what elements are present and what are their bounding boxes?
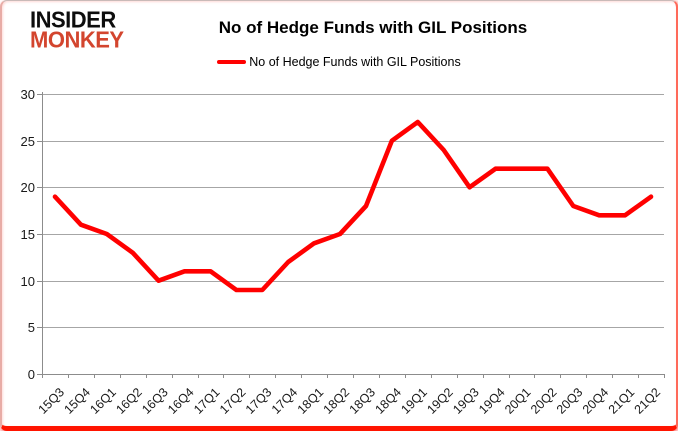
y-tick-label: 25 [21, 134, 35, 149]
y-tick-label: 30 [21, 87, 35, 102]
data-line [52, 119, 654, 293]
x-tick-label: 15Q3 [36, 385, 68, 417]
x-tick-label: 20Q2 [528, 385, 560, 417]
legend-line-marker-icon [217, 60, 247, 64]
x-tick-label: 18Q1 [295, 385, 327, 417]
insider-monkey-logo: INSIDER MONKEY [30, 6, 124, 53]
y-tick-label: 10 [21, 274, 35, 289]
x-tick-label: 17Q3 [243, 385, 275, 417]
x-tick-label: 18Q3 [347, 385, 379, 417]
x-tick-label: 17Q1 [191, 385, 223, 417]
x-tick-label: 18Q2 [321, 385, 353, 417]
x-tick-label: 16Q4 [165, 385, 197, 417]
x-tick-label: 16Q2 [113, 385, 145, 417]
x-tick-label: 20Q3 [554, 385, 586, 417]
y-tick-label: 0 [28, 367, 35, 382]
x-tick-label: 19Q3 [450, 385, 482, 417]
x-tick-label: 21Q1 [606, 385, 638, 417]
legend-label: No of Hedge Funds with GIL Positions [249, 55, 461, 69]
y-tick-label: 5 [28, 320, 35, 335]
x-tick-label: 19Q2 [424, 385, 456, 417]
chart-title-row: No of Hedge Funds with GIL Positions [2, 18, 676, 38]
x-tick-label: 19Q1 [398, 385, 430, 417]
x-tick-label: 15Q4 [61, 385, 93, 417]
logo-line-monkey: MONKEY [30, 26, 124, 53]
x-tick-label: 20Q1 [502, 385, 534, 417]
x-tick-label: 17Q4 [269, 385, 301, 417]
x-tick-label: 16Q3 [139, 385, 171, 417]
y-tick-label: 20 [21, 180, 35, 195]
x-tick-label: 17Q2 [217, 385, 249, 417]
chart-title: No of Hedge Funds with GIL Positions [218, 18, 528, 37]
y-tick-label: 15 [21, 227, 35, 242]
x-tick-label: 19Q4 [476, 385, 508, 417]
x-tick-label: 21Q2 [632, 385, 664, 417]
x-tick-label: 16Q1 [87, 385, 119, 417]
x-tick-label: 18Q4 [372, 385, 404, 417]
x-tick-label: 20Q4 [580, 385, 612, 417]
chart-legend: No of Hedge Funds with GIL Positions [2, 55, 676, 69]
logo-line-insider: INSIDER [30, 6, 116, 33]
